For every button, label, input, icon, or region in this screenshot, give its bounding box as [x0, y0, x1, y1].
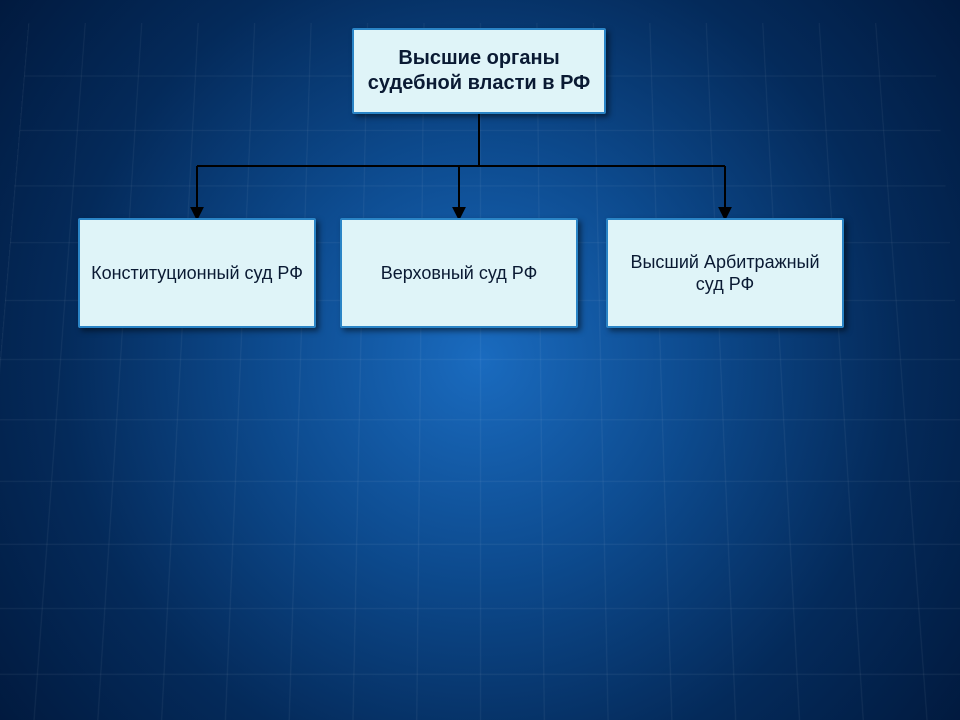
org-child-node: Верховный суд РФ [340, 218, 578, 328]
slide-background: Высшие органы судебной власти в РФ Конст… [0, 0, 960, 720]
org-root-label: Высшие органы судебной власти в РФ [362, 46, 596, 96]
org-root-node: Высшие органы судебной власти в РФ [352, 28, 606, 114]
org-child-label: Высший Арбитражный суд РФ [616, 251, 834, 296]
org-child-label: Верховный суд РФ [381, 262, 538, 285]
org-child-node: Высший Арбитражный суд РФ [606, 218, 844, 328]
org-child-node: Конституционный суд РФ [78, 218, 316, 328]
org-child-label: Конституционный суд РФ [91, 262, 303, 285]
